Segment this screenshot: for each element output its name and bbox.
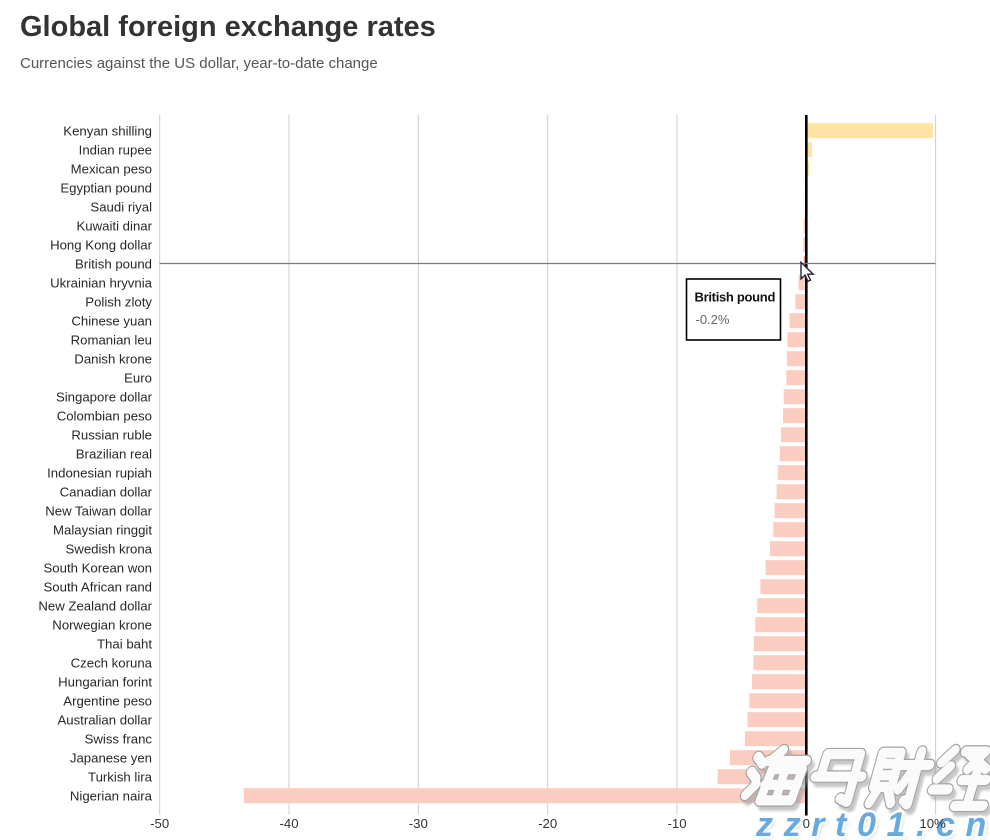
- svg-text:Swedish krona: Swedish krona: [66, 541, 153, 556]
- svg-text:Japanese yen: Japanese yen: [70, 750, 152, 765]
- svg-text:Mexican peso: Mexican peso: [71, 161, 152, 176]
- svg-text:Australian dollar: Australian dollar: [57, 712, 152, 727]
- svg-text:South African rand: South African rand: [44, 579, 153, 594]
- svg-text:Saudi riyal: Saudi riyal: [90, 199, 152, 214]
- svg-text:Indonesian rupiah: Indonesian rupiah: [47, 465, 152, 480]
- svg-text:Danish krone: Danish krone: [74, 351, 152, 366]
- svg-text:Turkish lira: Turkish lira: [88, 769, 153, 784]
- svg-text:Colombian peso: Colombian peso: [57, 408, 152, 423]
- svg-text:-0.2%: -0.2%: [696, 312, 730, 327]
- svg-text:Malaysian ringgit: Malaysian ringgit: [53, 522, 152, 537]
- svg-text:Chinese yuan: Chinese yuan: [71, 313, 152, 328]
- svg-text:Egyptian pound: Egyptian pound: [60, 180, 152, 195]
- svg-text:Euro: Euro: [124, 370, 152, 385]
- svg-text:Thai baht: Thai baht: [97, 636, 152, 651]
- svg-text:zzrt01.cn: zzrt01.cn: [757, 809, 990, 840]
- svg-text:zzrt01.cn: zzrt01.cn: [755, 806, 990, 840]
- svg-text:-20: -20: [538, 816, 557, 831]
- svg-text:Romanian leu: Romanian leu: [71, 332, 152, 347]
- svg-text:Hong Kong dollar: Hong Kong dollar: [50, 237, 153, 252]
- svg-text:New Zealand dollar: New Zealand dollar: [38, 598, 152, 613]
- svg-text:Nigerian naira: Nigerian naira: [70, 788, 153, 803]
- svg-text:Polish zloty: Polish zloty: [85, 294, 152, 309]
- svg-text:South Korean won: South Korean won: [43, 560, 152, 575]
- svg-text:Argentine peso: Argentine peso: [63, 693, 152, 708]
- svg-text:British pound: British pound: [75, 256, 152, 271]
- svg-text:Norwegian krone: Norwegian krone: [52, 617, 152, 632]
- svg-text:Singapore dollar: Singapore dollar: [56, 389, 153, 404]
- svg-text:Kenyan shilling: Kenyan shilling: [63, 123, 152, 138]
- svg-text:-30: -30: [409, 816, 428, 831]
- svg-text:-10: -10: [667, 816, 686, 831]
- svg-text:Indian rupee: Indian rupee: [79, 142, 152, 157]
- svg-text:zzrt01.cn: zzrt01.cn: [755, 806, 990, 840]
- svg-text:Russian ruble: Russian ruble: [71, 427, 152, 442]
- svg-text:-50: -50: [150, 816, 169, 831]
- svg-text:Brazilian real: Brazilian real: [76, 446, 152, 461]
- svg-text:10%: 10%: [919, 816, 946, 831]
- svg-text:-40: -40: [279, 816, 298, 831]
- svg-text:Canadian dollar: Canadian dollar: [60, 484, 153, 499]
- svg-text:New Taiwan dollar: New Taiwan dollar: [45, 503, 152, 518]
- svg-text:Hungarian forint: Hungarian forint: [58, 674, 152, 689]
- svg-text:Swiss franc: Swiss franc: [85, 731, 153, 746]
- svg-text:0: 0: [803, 816, 810, 831]
- svg-text:Czech koruna: Czech koruna: [71, 655, 153, 670]
- svg-text:Ukrainian hryvnia: Ukrainian hryvnia: [50, 275, 153, 290]
- svg-text:Kuwaiti dinar: Kuwaiti dinar: [77, 218, 153, 233]
- svg-text:British pound: British pound: [695, 290, 776, 305]
